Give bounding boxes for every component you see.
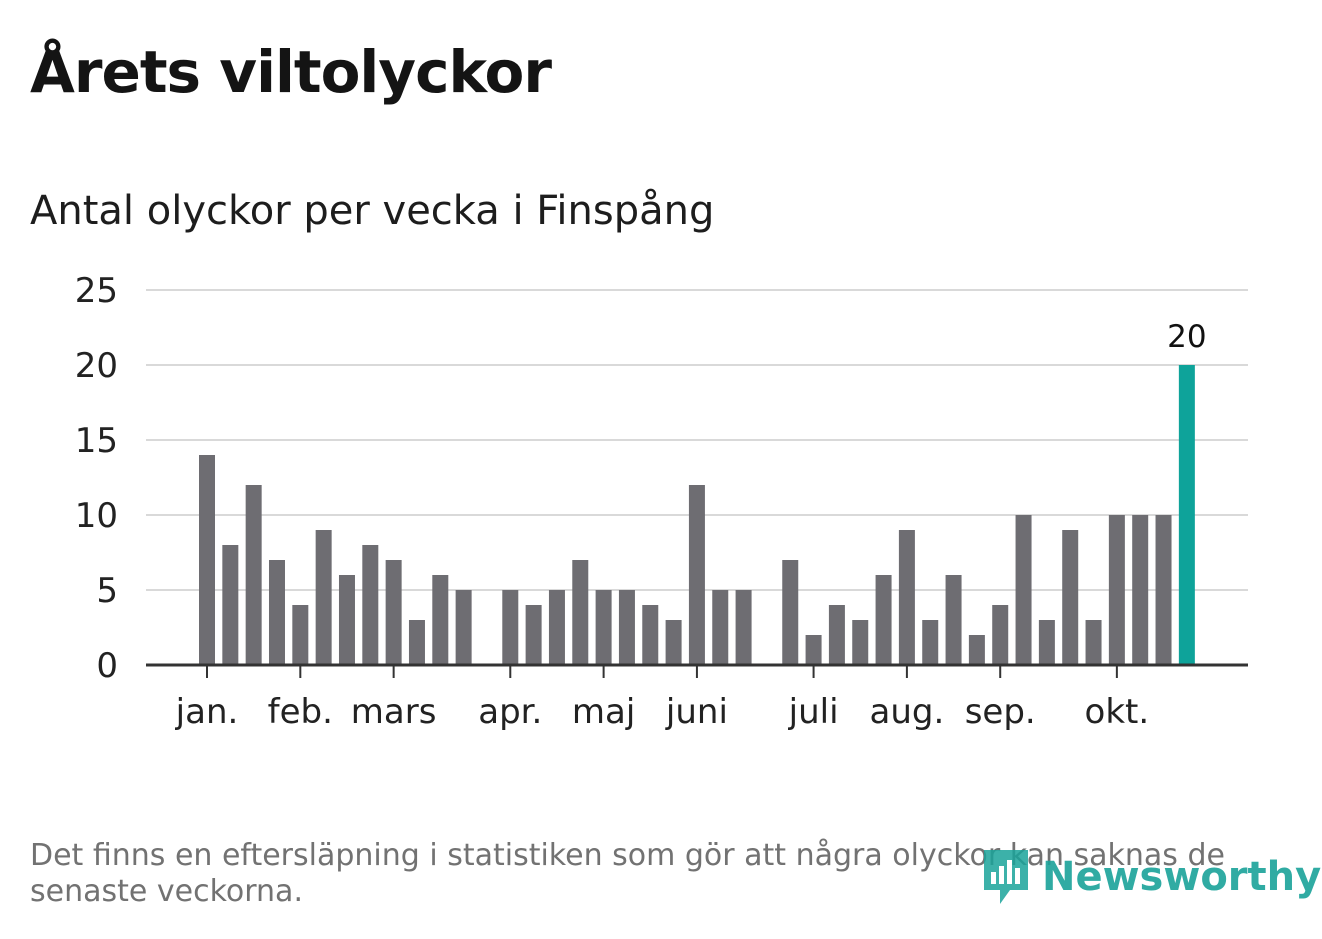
data-labels: 20 bbox=[1167, 319, 1206, 355]
bar bbox=[525, 605, 542, 665]
bar bbox=[548, 590, 565, 665]
newsworthy-logo: Newsworthy bbox=[980, 846, 1321, 908]
chart-subtitle: Antal olyckor per vecka i Finspång bbox=[30, 188, 715, 234]
bar bbox=[945, 575, 962, 665]
bar bbox=[572, 560, 589, 665]
bar bbox=[1085, 620, 1102, 665]
bar bbox=[362, 545, 379, 665]
x-tick-label: feb. bbox=[268, 692, 333, 732]
y-tick-label: 20 bbox=[75, 346, 118, 386]
y-tick-label: 25 bbox=[75, 271, 118, 311]
bar bbox=[408, 620, 425, 665]
y-axis-ticks: 0 5 10 15 20 25 bbox=[75, 271, 118, 686]
x-tick-label: apr. bbox=[478, 692, 542, 732]
y-tick-label: 10 bbox=[75, 496, 118, 536]
x-tick-label: okt. bbox=[1085, 692, 1150, 732]
bar bbox=[245, 485, 262, 665]
bar bbox=[1062, 530, 1079, 665]
bar bbox=[1178, 365, 1195, 665]
highlight-data-label: 20 bbox=[1167, 319, 1206, 355]
x-tick-label: aug. bbox=[870, 692, 945, 732]
bar bbox=[502, 590, 519, 665]
bar bbox=[642, 605, 659, 665]
bar bbox=[828, 605, 845, 665]
x-tick-label: sep. bbox=[965, 692, 1036, 732]
bar bbox=[852, 620, 869, 665]
newsworthy-logo-text: Newsworthy bbox=[1042, 854, 1322, 900]
bar bbox=[1155, 515, 1172, 665]
x-tick-label: mars bbox=[351, 692, 437, 732]
x-tick-label: maj bbox=[572, 692, 635, 732]
bar bbox=[898, 530, 915, 665]
bar bbox=[1132, 515, 1149, 665]
bar bbox=[665, 620, 682, 665]
bar bbox=[875, 575, 892, 665]
bar bbox=[455, 590, 472, 665]
bar bbox=[805, 635, 822, 665]
bar bbox=[712, 590, 729, 665]
bar bbox=[1015, 515, 1032, 665]
bars bbox=[199, 365, 1195, 665]
bar bbox=[268, 560, 285, 665]
bar bbox=[1038, 620, 1055, 665]
y-tick-label: 0 bbox=[96, 646, 118, 686]
bar bbox=[595, 590, 612, 665]
x-axis: jan. feb. mars apr. maj juni juli aug. sep. okt. bbox=[146, 663, 1248, 732]
bar bbox=[782, 560, 799, 665]
bar bbox=[315, 530, 332, 665]
bar bbox=[292, 605, 309, 665]
x-tick-label: jan. bbox=[175, 692, 239, 732]
y-tick-label: 5 bbox=[96, 571, 118, 611]
chart-title: Årets viltolyckor bbox=[30, 38, 552, 106]
bar bbox=[385, 560, 402, 665]
bar bbox=[432, 575, 449, 665]
bar bbox=[992, 605, 1009, 665]
bar bbox=[968, 635, 985, 665]
bar bbox=[338, 575, 355, 665]
y-tick-label: 15 bbox=[75, 421, 118, 461]
bar bbox=[735, 590, 752, 665]
bar bbox=[688, 485, 705, 665]
bar bbox=[618, 590, 635, 665]
bar bbox=[222, 545, 239, 665]
x-tick-label: juli bbox=[788, 692, 839, 732]
newsworthy-logo-icon bbox=[984, 850, 1028, 904]
bar bbox=[922, 620, 939, 665]
x-tick-label: juni bbox=[665, 692, 728, 732]
bar bbox=[199, 455, 215, 665]
bar-chart: 0 5 10 15 20 25 jan. feb. mars apr. maj juni juli au… bbox=[75, 271, 1248, 732]
bar bbox=[1108, 515, 1125, 665]
